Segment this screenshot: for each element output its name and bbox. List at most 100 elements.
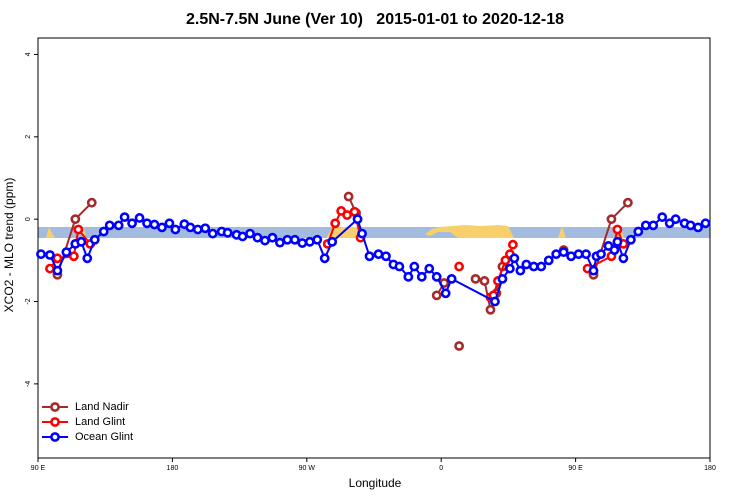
point (373, 249, 384, 260)
point (509, 253, 520, 264)
y-tick-label: 2 (25, 135, 32, 139)
point (164, 218, 175, 229)
point (633, 226, 644, 237)
point (170, 224, 181, 235)
point (113, 220, 124, 231)
point (319, 253, 330, 264)
point (500, 255, 511, 266)
point (192, 224, 203, 235)
y-tick-label: -4 (25, 381, 32, 387)
point (68, 251, 79, 262)
point (73, 224, 84, 235)
point (127, 218, 137, 229)
point (551, 249, 562, 260)
point (504, 263, 515, 274)
point (200, 223, 211, 234)
point (45, 263, 55, 274)
point (364, 251, 375, 262)
point (528, 261, 539, 272)
point (409, 261, 420, 272)
point (606, 214, 617, 225)
point (260, 235, 270, 246)
point (119, 212, 130, 223)
x-tick-label: 0 (439, 465, 443, 472)
point (275, 237, 285, 248)
point (609, 245, 620, 255)
point (424, 263, 435, 274)
point (352, 214, 363, 225)
point (52, 253, 63, 264)
legend-label: Ocean Glint (75, 431, 133, 443)
point (89, 234, 100, 245)
point (61, 247, 72, 258)
chart-title: 2.5N-7.5N June (Ver 10) 2015-01-01 to 20… (186, 11, 564, 28)
x-tick-label: 180 (704, 465, 716, 472)
point (134, 213, 145, 223)
point (588, 265, 599, 276)
point (612, 224, 623, 235)
x-tick-label: 90 E (568, 465, 583, 472)
point (70, 214, 81, 225)
plot-frame (37, 37, 711, 459)
legend-marker (50, 402, 60, 412)
x-tick-label: 180 (167, 465, 179, 472)
point (36, 249, 46, 260)
point (581, 249, 591, 260)
point (82, 253, 93, 264)
legend-marker (50, 417, 60, 427)
x-tick-label: 90 W (299, 465, 316, 472)
point (454, 341, 465, 351)
y-tick-label: 4 (25, 52, 32, 56)
point (507, 239, 518, 250)
point (566, 251, 577, 262)
point (657, 212, 668, 223)
point (685, 220, 696, 231)
point (142, 218, 152, 229)
point (515, 265, 526, 276)
point (596, 249, 606, 260)
point (670, 214, 681, 225)
point (267, 232, 278, 243)
point (45, 250, 55, 260)
point (157, 222, 167, 233)
y-axis-label: XCO2 - MLO trend (ppm) (2, 178, 16, 313)
point (245, 228, 255, 239)
point (357, 228, 367, 239)
point (618, 253, 629, 264)
point (431, 290, 442, 301)
land-mask (38, 225, 710, 238)
point (222, 227, 233, 238)
land-patch (46, 227, 55, 238)
point (497, 273, 508, 284)
point (403, 271, 414, 282)
point (381, 251, 391, 262)
point (479, 276, 490, 286)
point (536, 261, 547, 272)
x-axis-label: Longitude (349, 476, 402, 490)
legend-label: Land Glint (75, 416, 125, 428)
point (149, 219, 160, 230)
y-tick-label: 0 (25, 217, 32, 221)
legend-marker (50, 432, 60, 442)
point (297, 238, 308, 248)
point (485, 304, 496, 315)
x-tick-label: 90 E (31, 465, 46, 472)
legend-label: Land Nadir (75, 401, 129, 413)
point (648, 220, 659, 231)
point (104, 220, 115, 231)
point (342, 210, 353, 220)
point (622, 197, 633, 208)
point (76, 236, 87, 247)
point (86, 197, 97, 208)
point (252, 232, 263, 243)
point (304, 236, 315, 247)
point (237, 231, 248, 242)
point (327, 236, 338, 247)
point (543, 255, 554, 266)
point (185, 222, 196, 233)
ocean-band (38, 227, 710, 238)
point (700, 218, 711, 229)
point (490, 296, 500, 307)
